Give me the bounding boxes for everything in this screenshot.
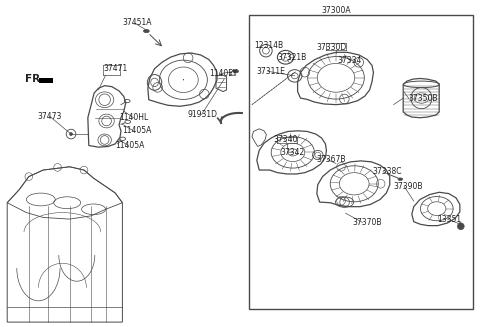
Text: 37473: 37473	[37, 112, 62, 121]
Text: 37338C: 37338C	[372, 167, 401, 176]
Text: 11405A: 11405A	[115, 141, 144, 150]
Text: 37340: 37340	[274, 135, 298, 145]
Circle shape	[70, 133, 72, 135]
Text: 37350B: 37350B	[408, 94, 437, 103]
Polygon shape	[39, 78, 53, 83]
Text: 1140FY: 1140FY	[209, 69, 237, 78]
Text: 37321B: 37321B	[277, 53, 307, 62]
Text: 37370B: 37370B	[353, 218, 382, 227]
Text: FR: FR	[25, 74, 40, 84]
Text: 37330D: 37330D	[317, 43, 347, 52]
Bar	[249, 15, 473, 309]
Text: 37390B: 37390B	[394, 182, 423, 191]
Text: 37471: 37471	[103, 64, 128, 73]
Text: 37311E: 37311E	[257, 67, 286, 76]
Text: 37300A: 37300A	[321, 6, 351, 15]
Text: 91931D: 91931D	[187, 110, 217, 119]
Text: 37367B: 37367B	[317, 155, 346, 164]
Text: 13351: 13351	[437, 215, 461, 224]
Text: 1140HL: 1140HL	[119, 113, 148, 122]
Text: 37451A: 37451A	[122, 18, 152, 27]
Ellipse shape	[144, 29, 149, 33]
Ellipse shape	[398, 178, 403, 181]
Ellipse shape	[233, 70, 239, 73]
Circle shape	[457, 223, 464, 230]
Text: 37334: 37334	[337, 56, 362, 65]
Text: 37342: 37342	[281, 147, 305, 157]
Text: 11405A: 11405A	[122, 126, 152, 135]
Text: 12314B: 12314B	[254, 41, 284, 50]
